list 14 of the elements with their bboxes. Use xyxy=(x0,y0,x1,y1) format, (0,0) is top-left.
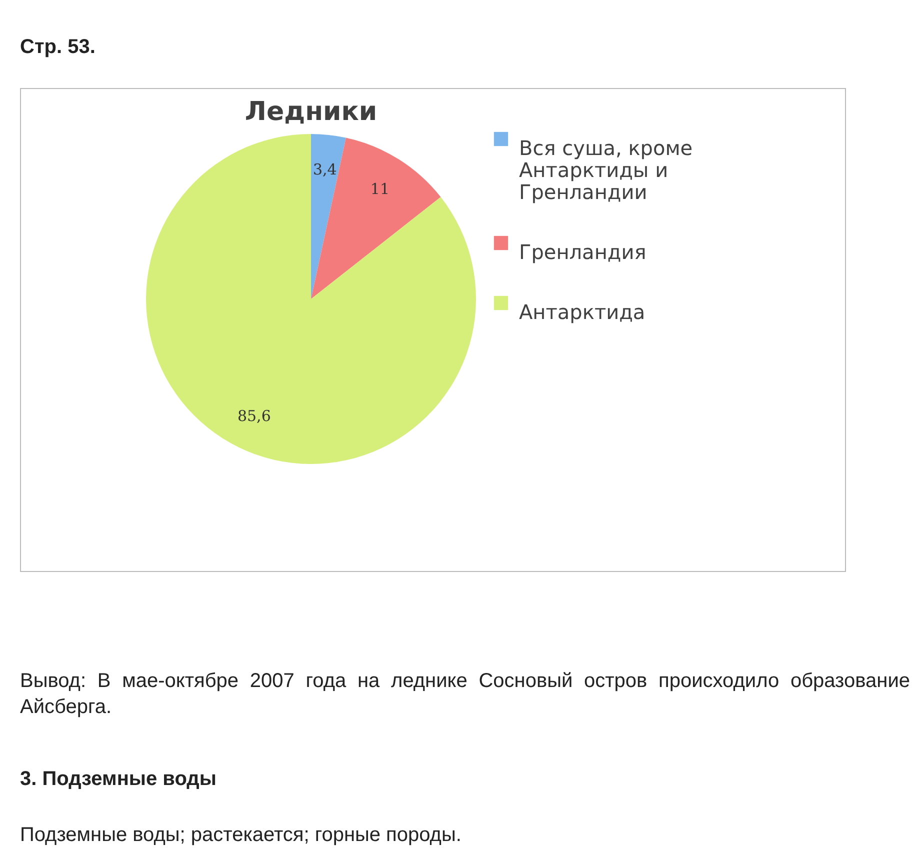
data-label: 85,6 xyxy=(237,406,271,425)
pie-slice xyxy=(311,134,346,299)
pie-slice xyxy=(311,138,441,299)
pie-slice xyxy=(146,134,476,464)
data-label: 3,4 xyxy=(312,160,337,179)
text: 3. Подземные воды xyxy=(20,767,218,792)
data-label: 11 xyxy=(370,180,390,198)
chart-title: Ледники xyxy=(244,97,378,127)
text: Стр. 53. xyxy=(20,35,96,60)
text: Подземные воды; растекается; горные породы. xyxy=(20,823,462,848)
text: Вывод: В мае-октябре 2007 года на леднике Сосновый остров происходило образование Айсберга. xyxy=(20,669,910,720)
legend-label: Гренландия xyxy=(519,240,646,264)
legend-label: Антарктида xyxy=(519,300,646,324)
legend-label: Вся суша, кроме Антарктиды и Гренландии xyxy=(519,136,693,204)
